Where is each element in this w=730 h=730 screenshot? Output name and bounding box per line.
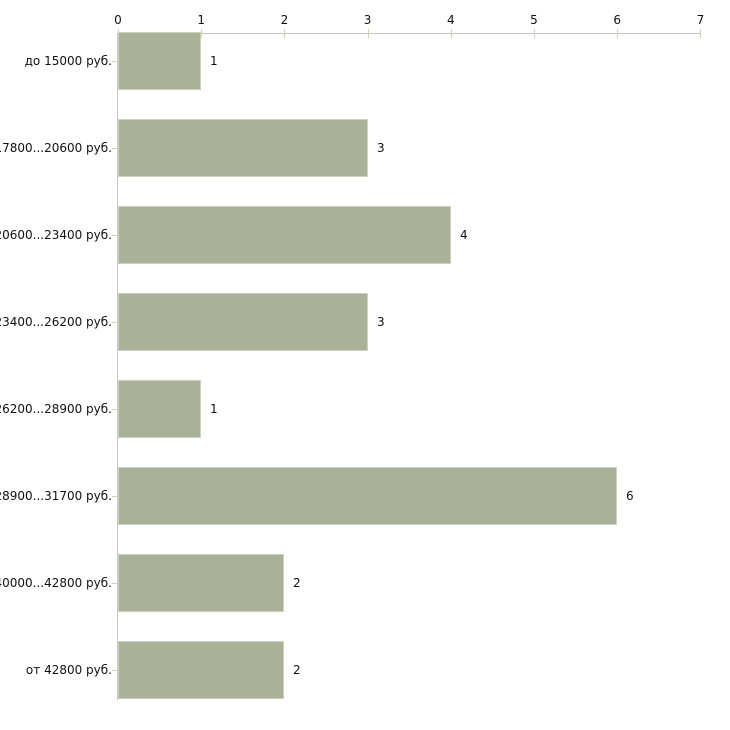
bar (118, 641, 284, 699)
category-label: от 42800 руб. (25, 663, 112, 677)
category-label: до 15000 руб. (24, 54, 112, 68)
category-label: 40000...42800 руб. (0, 576, 112, 590)
category-tick (112, 496, 118, 497)
bar-value-label: 1 (210, 54, 218, 68)
x-axis-tick (617, 29, 619, 38)
bar-value-label: 2 (293, 576, 301, 590)
x-axis-tick (450, 29, 452, 38)
bar (118, 206, 451, 264)
bar-value-label: 3 (377, 315, 385, 329)
x-axis-tick (700, 29, 702, 38)
x-axis-tick (201, 29, 203, 38)
x-axis-tick (367, 29, 369, 38)
category-tick (112, 409, 118, 410)
bar (118, 467, 617, 525)
category-label: 28900...31700 руб. (0, 489, 112, 503)
x-axis-tick (534, 29, 535, 38)
bar (118, 380, 201, 438)
category-label: 26200...28900 руб. (0, 402, 112, 416)
bar-value-label: 1 (210, 402, 218, 416)
x-axis-tick-label: 3 (363, 13, 372, 27)
category-label: 17800...20600 руб. (0, 141, 112, 155)
bar (118, 32, 201, 90)
y-axis-line (117, 33, 118, 700)
x-axis-tick-label: 2 (280, 13, 289, 27)
x-axis-line (118, 33, 702, 34)
bar (118, 293, 368, 351)
category-tick (112, 670, 118, 671)
x-axis-tick-label: 4 (446, 13, 455, 27)
category-tick (112, 61, 118, 62)
bar (118, 119, 368, 177)
x-axis-tick-label: 6 (613, 13, 622, 27)
x-axis-tick-label: 7 (696, 13, 705, 27)
x-axis-tick-label: 1 (197, 13, 206, 27)
category-label: 20600...23400 руб. (0, 228, 112, 242)
category-tick (112, 583, 118, 584)
bar (118, 554, 284, 612)
bar-value-label: 2 (293, 663, 301, 677)
category-tick (112, 322, 118, 323)
category-tick (112, 148, 118, 149)
x-axis-tick (284, 29, 286, 38)
bar-value-label: 3 (377, 141, 385, 155)
category-tick (112, 235, 118, 236)
category-label: 23400...26200 руб. (0, 315, 112, 329)
bar-value-label: 6 (626, 489, 634, 503)
bar-value-label: 4 (460, 228, 468, 242)
x-axis-tick-label: 5 (530, 13, 538, 27)
x-axis-tick-label: 0 (114, 13, 122, 27)
